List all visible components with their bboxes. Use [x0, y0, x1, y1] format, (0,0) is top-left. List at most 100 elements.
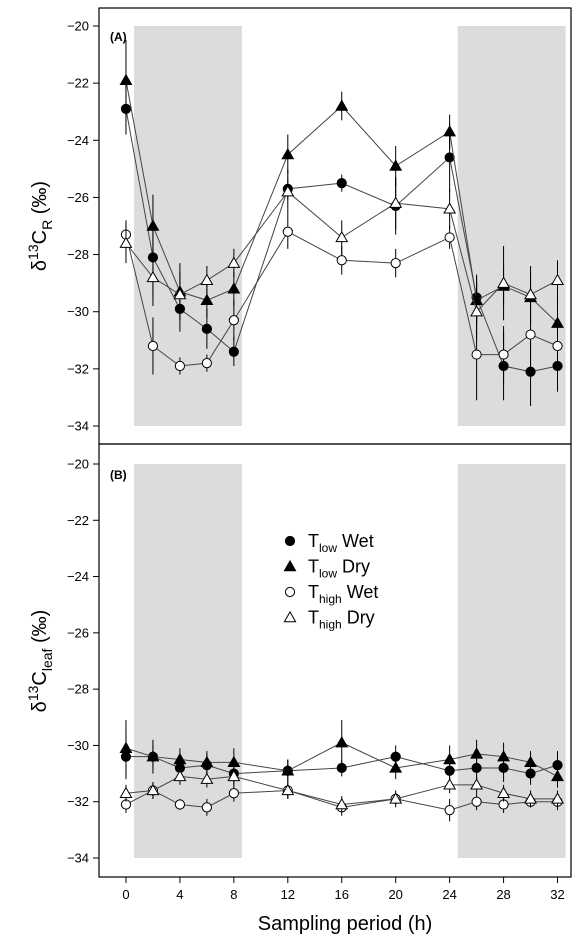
data-point	[470, 747, 484, 759]
data-point	[119, 786, 133, 798]
panel-label: (B)	[110, 468, 127, 482]
data-point	[335, 99, 349, 111]
data-point	[228, 346, 239, 357]
data-point	[173, 287, 187, 300]
y-label-prefix: δ	[29, 701, 51, 712]
shaded-region	[457, 26, 566, 426]
data-point	[470, 305, 484, 317]
y-tick-label: −34	[67, 419, 89, 434]
legend-sub: high	[319, 618, 342, 632]
y-tick-label: −26	[67, 625, 89, 640]
shaded-region	[457, 464, 566, 858]
data-point	[227, 755, 241, 768]
data-point	[281, 147, 295, 160]
data-point	[227, 282, 241, 294]
data-point	[336, 178, 347, 189]
x-tick-label: 8	[230, 887, 237, 902]
x-tick-label: 4	[176, 887, 183, 902]
y-tick-label: −22	[67, 76, 89, 91]
data-point	[497, 276, 511, 288]
data-point	[524, 287, 538, 300]
data-point	[227, 769, 241, 782]
data-point	[389, 159, 403, 171]
data-point	[335, 797, 349, 810]
data-point	[200, 755, 214, 768]
data-point	[444, 232, 455, 243]
y-tick-label: −32	[67, 794, 89, 809]
y-axis-label: δ13Cleaf (‰)	[25, 610, 55, 713]
panel-b: −20 −22 −24 −26 −28 −30 −32 −34 0 4 8 12 16 20 24 28 32 S…	[25, 443, 572, 935]
series-thigh_dry	[119, 168, 564, 341]
legend-main: T	[308, 531, 319, 551]
legend-label: Thigh Dry	[308, 608, 375, 632]
y-tick-label: −32	[67, 361, 89, 376]
legend-label: Tlow Dry	[308, 557, 370, 581]
data-point	[282, 226, 293, 237]
data-point	[551, 769, 564, 782]
legend-marker	[283, 610, 297, 623]
x-tick-label: 20	[388, 887, 402, 902]
data-point	[173, 769, 187, 782]
data-point	[281, 185, 295, 197]
data-point	[146, 270, 160, 283]
legend-label: Thigh Wet	[308, 582, 378, 606]
data-point	[200, 273, 214, 285]
data-point	[443, 125, 457, 137]
series-thigh_dry	[119, 767, 564, 813]
data-point	[200, 772, 214, 784]
data-point	[525, 329, 536, 340]
x-tick-label: 0	[122, 887, 129, 902]
data-point	[281, 783, 295, 796]
data-point	[200, 293, 214, 305]
y-axis-label: δ13CR (‰)	[25, 181, 55, 271]
series-tlow_dry	[119, 720, 564, 788]
data-point	[119, 741, 133, 753]
y-tick-label: −20	[67, 19, 89, 34]
y-tick-label: −20	[67, 457, 89, 472]
shaded-region	[134, 464, 242, 858]
data-point	[390, 258, 401, 269]
data-point	[471, 796, 482, 807]
y-label-unit: (‰)	[29, 610, 51, 649]
legend-main: T	[308, 608, 319, 628]
x-axis-label: Sampling period (h)	[258, 913, 433, 935]
y-tick-label: −28	[67, 247, 89, 262]
data-point	[551, 273, 564, 285]
data-point	[201, 358, 212, 369]
data-point	[551, 792, 564, 804]
data-point	[146, 750, 160, 762]
y-label-sub: R	[39, 220, 55, 230]
legend-sub: low	[319, 567, 337, 581]
y-tick-label: −28	[67, 682, 89, 697]
data-point	[471, 349, 482, 360]
legend-sub: high	[319, 592, 342, 606]
legend-sub: low	[319, 541, 337, 555]
data-point	[443, 202, 457, 214]
data-point	[389, 792, 403, 804]
data-point	[498, 349, 509, 360]
x-tick-label: 24	[442, 887, 456, 902]
plot-frame	[98, 443, 572, 878]
data-point	[146, 783, 160, 796]
y-label-prefix: δ	[29, 260, 51, 271]
y-label-main: C	[29, 671, 51, 685]
y-label-sup: 13	[25, 244, 41, 260]
data-point	[444, 805, 455, 816]
data-point	[174, 360, 186, 372]
data-point	[389, 196, 403, 208]
data-point	[524, 792, 538, 804]
data-point	[119, 73, 133, 85]
y-label-sub: leaf	[39, 648, 55, 671]
x-tick-label: 28	[496, 887, 510, 902]
data-point	[470, 778, 484, 790]
x-tick-label: 32	[550, 887, 564, 902]
y-label-main: C	[29, 230, 51, 244]
data-point	[146, 219, 160, 231]
data-point	[119, 236, 133, 248]
legend-label: Tlow Wet	[308, 531, 374, 555]
y-tick-label: −30	[67, 738, 89, 753]
data-point	[147, 340, 159, 352]
data-point	[228, 788, 239, 799]
y-tick-label: −34	[67, 851, 89, 866]
